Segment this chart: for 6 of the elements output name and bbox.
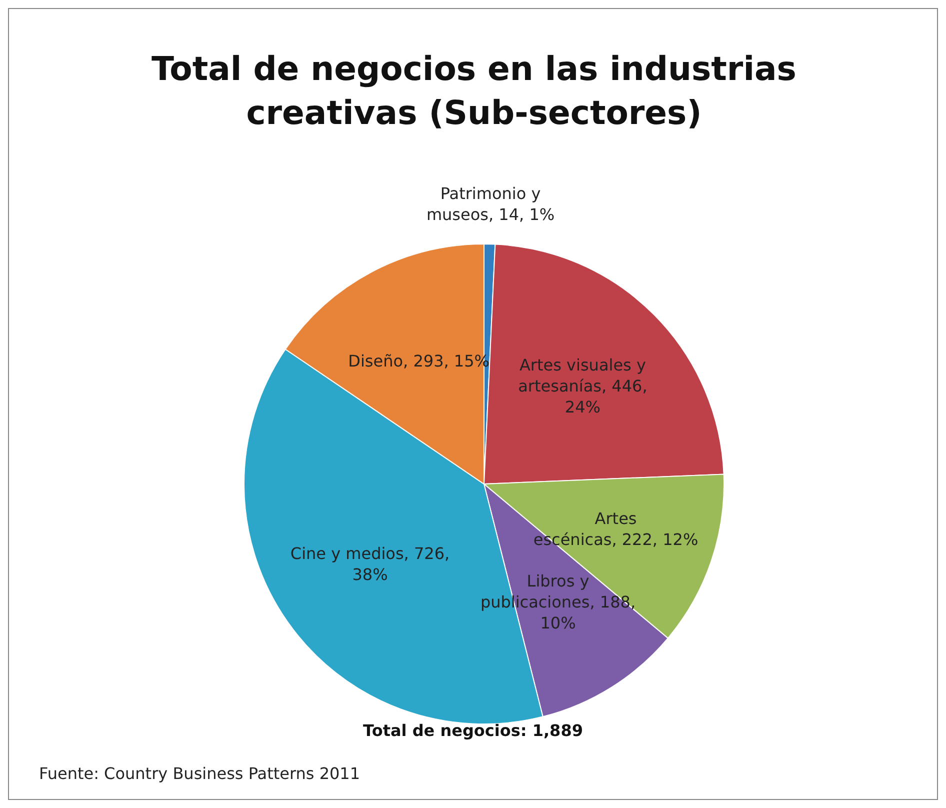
- slice-label: Patrimonio y museos, 14, 1%: [426, 184, 555, 224]
- slice-label: Artes visuales y artesanías, 446, 24%: [518, 355, 648, 416]
- source-note: Fuente: Country Business Patterns 2011: [39, 764, 360, 783]
- slice-label: Cine y medios, 726, 38%: [290, 544, 450, 584]
- text: Total de negocios: 1,889: [362, 721, 584, 740]
- chart-title: Total de negocios en las industrias creativas (Sub-sectores): [150, 48, 798, 134]
